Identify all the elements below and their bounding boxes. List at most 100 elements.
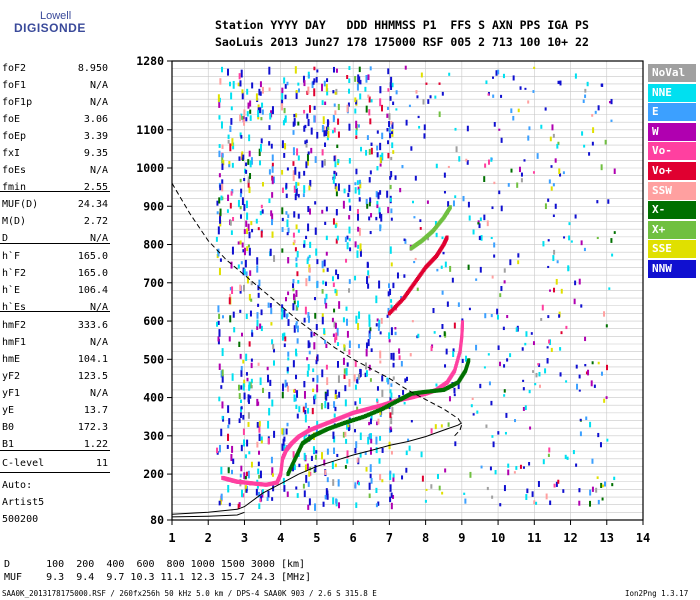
echo-dot [357,373,360,380]
echo-dot [545,493,548,500]
y-tick-label: 200 [143,467,164,481]
echo-dot [416,95,419,99]
echo-dot [403,401,406,405]
echo-dot [424,499,427,503]
echo-dot [293,389,296,393]
echo-dot [514,419,517,423]
echo-dot [522,379,525,382]
echo-dot [379,410,382,416]
echo-dot [506,358,509,362]
echo-dot [376,386,379,391]
echo-dot [250,461,253,468]
param-value: 3.39 [83,131,108,142]
echo-dot [292,147,295,156]
echo-dot [574,73,577,79]
echo-dot [346,235,349,240]
echo-dot [389,246,392,254]
echo-dot [324,469,327,475]
echo-dot [434,424,437,430]
echo-dot [231,162,234,168]
echo-dot [600,482,603,488]
echo-dot [483,214,486,221]
echo-dot [559,173,562,177]
header-line-1: Station YYYY DAY DDD HHMMSS P1 FFS S AXN… [215,18,589,32]
echo-dot [359,397,362,404]
footer-version: Ion2Png 1.3.17 [625,589,689,598]
echo-dot [605,396,608,399]
header-line-2: SaoLuis 2013 Jun27 178 175000 RSF 005 2 … [215,35,589,49]
echo-dot [522,407,525,411]
echo-dot [226,444,229,449]
echo-dot [230,261,233,269]
echo-dot [284,143,287,150]
footer-file-info: SAA0K_2013178175000.RSF / 260fx256h 50 k… [2,589,377,598]
echo-dot [258,450,261,455]
echo-dot [528,461,531,466]
echo-dot [241,92,244,100]
echo-dot [231,445,234,453]
echo-dot [307,86,310,94]
echo-dot [312,368,315,373]
echo-dot [257,284,260,291]
echo-dot [303,452,306,461]
echo-dot [343,188,346,194]
echo-dot [581,131,584,136]
echo-dot [370,147,373,155]
trace-point [467,358,471,363]
echo-dot [283,77,286,84]
echo-dot [305,161,308,169]
echo-dot [389,82,392,88]
param-name: fmin [2,182,27,193]
echo-dot [281,383,284,392]
y-tick-label: 400 [143,391,164,405]
trace-point [394,399,398,404]
echo-dot [493,181,496,185]
echo-dot [408,104,411,108]
echo-dot [346,104,349,113]
chart-frame [171,60,644,521]
echo-dot [295,289,298,297]
echo-dot [281,103,284,111]
echo-dot [314,394,317,400]
echo-dot [471,397,474,400]
echo-dot [377,501,380,506]
echo-dot [391,82,394,88]
echo-dot [442,251,445,255]
echo-dot [247,180,250,188]
echo-dot [321,316,324,325]
echo-dot [259,210,262,216]
echo-dot [458,156,461,162]
echo-dot [538,384,541,388]
trace-point [357,416,361,421]
echo-dot [287,291,290,296]
echo-dot [295,374,298,380]
echo-dot [334,91,337,95]
trace-point [361,415,365,420]
echo-dot [452,351,455,358]
echo-dot [497,345,500,350]
echo-dot [307,151,310,155]
echo-dot [359,182,362,189]
echo-dot [390,416,393,425]
echo-dot [297,155,300,161]
echo-dot [355,135,358,139]
echo-dot [392,352,395,361]
echo-dot [246,276,249,284]
echo-dot [309,208,312,215]
echo-dot [286,232,289,236]
echo-dot [295,323,298,329]
echo-dot [337,118,340,125]
echo-dot [260,436,263,443]
param-value: 2.55 [83,182,108,193]
echo-dot [216,447,219,454]
trace-point [379,407,383,412]
trace-point [341,421,345,426]
echo-dot [376,130,379,134]
echo-dot [593,384,596,388]
echo-dot [232,216,235,222]
echo-dot [496,308,499,315]
echo-dot [525,331,528,337]
echo-dot [490,157,493,160]
trace-point [395,399,399,404]
echo-dot [429,95,432,99]
